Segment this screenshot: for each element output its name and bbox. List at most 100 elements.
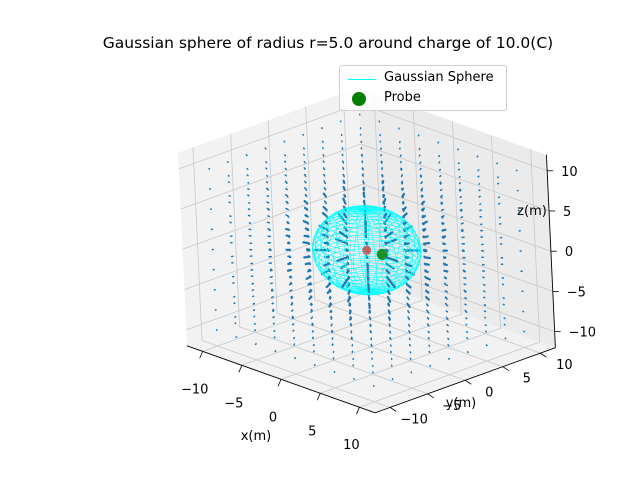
field-vector	[476, 155, 479, 158]
field-vector	[386, 269, 391, 274]
field-vector	[465, 317, 468, 320]
field-vector	[321, 212, 328, 218]
field-vector	[438, 154, 441, 158]
field-vector	[284, 174, 288, 177]
sphere-longitude-line	[364, 205, 381, 291]
field-vector	[445, 310, 449, 313]
field-vector	[307, 282, 312, 286]
field-vector	[423, 262, 430, 266]
field-vector	[343, 212, 348, 218]
field-vector	[285, 234, 291, 238]
field-vector	[283, 140, 286, 143]
y-tick-label: −10	[400, 412, 427, 427]
field-vector	[448, 357, 451, 360]
field-vector	[265, 187, 269, 190]
field-vector	[245, 154, 248, 157]
field-vector	[285, 181, 288, 184]
field-vector	[457, 168, 461, 171]
field-vector	[342, 179, 346, 185]
field-vector	[289, 289, 293, 292]
x-tick-label: −5	[224, 396, 243, 411]
field-vector	[382, 197, 387, 205]
sphere-longitude-line	[342, 209, 369, 295]
field-vector	[304, 262, 311, 266]
field-vector	[401, 200, 405, 204]
field-vector	[311, 322, 314, 326]
field-vector	[286, 222, 290, 225]
sphere-longitude-line	[364, 209, 377, 296]
x-tick-label: 5	[308, 424, 316, 439]
field-vector	[464, 290, 467, 293]
field-vector	[464, 297, 468, 300]
field-vector	[459, 202, 463, 205]
z-tick-label: 0	[565, 245, 573, 260]
field-vector	[302, 220, 309, 225]
field-vector	[330, 317, 333, 320]
field-vector	[387, 310, 391, 315]
field-vector	[421, 195, 424, 198]
field-vector	[387, 284, 390, 287]
field-vector	[310, 310, 313, 313]
field-vector	[460, 216, 464, 219]
field-vector	[291, 315, 294, 318]
field-vector	[401, 187, 405, 191]
field-vector	[323, 242, 330, 245]
field-vector	[303, 234, 310, 238]
field-vector	[321, 233, 329, 238]
sphere-longitude-line	[364, 209, 398, 295]
gridline-z	[180, 143, 550, 212]
field-vector	[327, 276, 331, 280]
field-vector	[439, 182, 442, 185]
field-vector	[401, 192, 406, 198]
field-vector	[342, 166, 345, 170]
field-vector	[290, 296, 294, 299]
field-vector	[347, 289, 351, 295]
field-vector	[445, 303, 449, 307]
field-vector	[423, 256, 432, 260]
field-vector	[284, 154, 287, 157]
sphere-longitude-line	[364, 205, 370, 291]
field-vector	[439, 174, 442, 178]
field-vector	[267, 215, 271, 218]
sphere-longitude-line	[312, 209, 369, 291]
field-vector	[324, 221, 329, 225]
field-vector	[322, 154, 325, 157]
y-tick-mark	[502, 366, 510, 372]
field-vector	[441, 222, 445, 225]
x-tick-mark	[356, 407, 360, 415]
field-vector	[408, 337, 411, 341]
field-vector	[421, 220, 428, 225]
field-vector	[311, 336, 315, 339]
y-tick-mark	[427, 393, 434, 399]
field-vector	[386, 290, 391, 295]
z-tick-label: 5	[563, 205, 571, 220]
y-tick-label: 10	[556, 358, 573, 373]
gridline-x	[320, 135, 501, 394]
field-vector	[443, 263, 448, 266]
field-vector	[329, 309, 332, 313]
field-vector	[305, 275, 312, 280]
sphere-longitude-line	[364, 207, 401, 291]
field-vector	[408, 343, 411, 347]
field-vector	[421, 207, 425, 211]
field-vector	[293, 343, 296, 346]
field-vector	[439, 181, 442, 184]
field-vector	[463, 283, 467, 286]
x-tick-mark	[238, 365, 243, 373]
field-vector	[348, 309, 352, 315]
field-vector	[400, 168, 403, 171]
field-vector	[331, 337, 334, 340]
field-vector	[323, 167, 326, 171]
field-vector	[465, 330, 469, 334]
field-vector	[445, 297, 448, 300]
field-vector	[311, 330, 314, 333]
field-vector	[324, 201, 328, 205]
field-vector	[464, 303, 467, 306]
gridline-y	[305, 106, 503, 368]
field-vector	[303, 180, 307, 184]
field-vector	[419, 161, 422, 165]
field-vector	[303, 200, 308, 204]
field-vector	[419, 174, 422, 177]
field-vector	[274, 350, 277, 353]
